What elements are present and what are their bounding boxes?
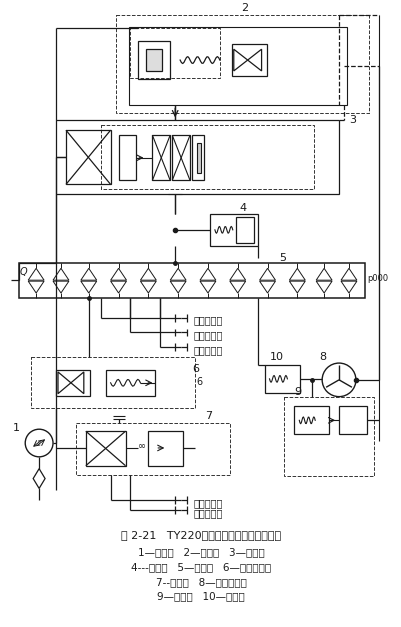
Text: 图 2-21   TY220推土机液压变速系统原理图: 图 2-21 TY220推土机液压变速系统原理图 bbox=[121, 530, 280, 540]
Bar bbox=[338, 406, 366, 434]
Text: 第五离合器: 第五离合器 bbox=[192, 315, 222, 325]
Bar bbox=[66, 130, 110, 184]
Text: ∞: ∞ bbox=[138, 441, 146, 451]
Bar bbox=[148, 431, 183, 466]
Bar bbox=[209, 214, 257, 246]
Text: 6: 6 bbox=[192, 364, 198, 374]
Bar bbox=[19, 263, 364, 298]
Bar bbox=[196, 143, 200, 172]
Bar bbox=[284, 397, 373, 476]
Bar bbox=[192, 135, 203, 181]
Bar bbox=[146, 49, 162, 71]
Bar bbox=[138, 41, 170, 79]
Bar bbox=[105, 370, 155, 396]
Bar bbox=[56, 370, 89, 396]
Text: 10: 10 bbox=[269, 352, 283, 362]
Text: 4---减压阀   5—变速阀   6—启动安全阀: 4---减压阀 5—变速阀 6—启动安全阀 bbox=[131, 562, 270, 572]
Bar bbox=[294, 406, 328, 434]
Bar bbox=[231, 45, 266, 76]
Text: 7: 7 bbox=[205, 411, 212, 421]
Text: 7--换向阀   8—液力变矩器: 7--换向阀 8—液力变矩器 bbox=[155, 577, 246, 587]
Bar bbox=[264, 365, 300, 393]
Bar bbox=[100, 125, 314, 189]
Bar bbox=[152, 135, 170, 181]
Text: 第四离合器: 第四离合器 bbox=[192, 330, 222, 340]
Text: 1—变速泵   2—调压阀   3—快回阀: 1—变速泵 2—调压阀 3—快回阀 bbox=[137, 547, 264, 557]
Bar bbox=[56, 120, 338, 194]
Text: p000: p000 bbox=[366, 274, 387, 283]
Text: 第一离合器: 第一离合器 bbox=[192, 508, 222, 518]
Text: 9—溢流阀   10—背压阀: 9—溢流阀 10—背压阀 bbox=[157, 591, 244, 601]
Text: 6: 6 bbox=[196, 377, 202, 387]
Text: 8: 8 bbox=[318, 352, 326, 362]
Bar bbox=[115, 14, 368, 113]
Text: 第二离合器: 第二离合器 bbox=[192, 498, 222, 508]
Bar bbox=[85, 431, 125, 466]
Text: 3: 3 bbox=[348, 115, 355, 125]
Text: 第三离合器: 第三离合器 bbox=[192, 345, 222, 356]
Bar bbox=[31, 357, 194, 408]
Text: Q: Q bbox=[19, 267, 27, 277]
Text: 4: 4 bbox=[239, 203, 246, 213]
Bar bbox=[172, 135, 190, 181]
Bar bbox=[130, 28, 219, 78]
Bar bbox=[235, 217, 253, 243]
Text: 9: 9 bbox=[294, 387, 301, 397]
Bar bbox=[128, 26, 346, 105]
Text: 5: 5 bbox=[279, 253, 286, 263]
Text: 2: 2 bbox=[241, 3, 248, 13]
Bar bbox=[118, 135, 136, 181]
Text: 1: 1 bbox=[13, 423, 20, 433]
Bar bbox=[76, 423, 229, 475]
